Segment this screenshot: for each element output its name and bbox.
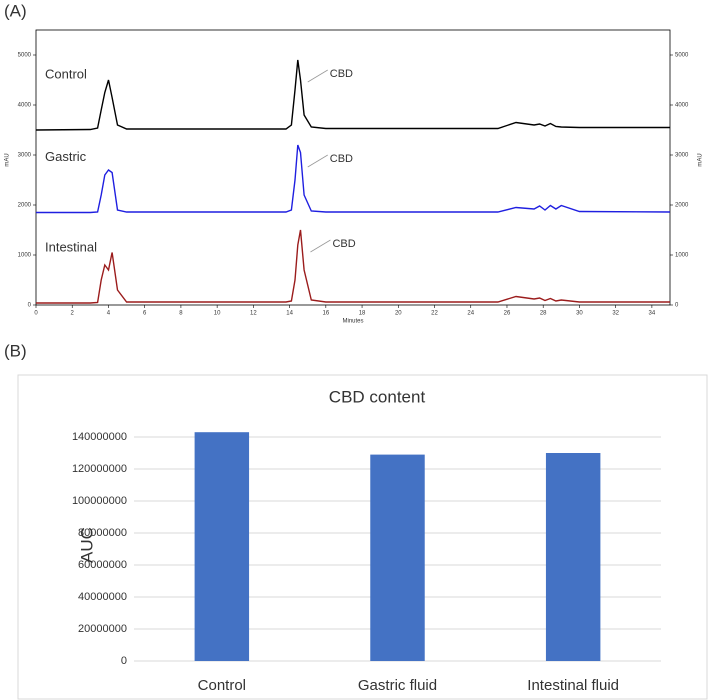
- x-tick-label: Intestinal fluid: [527, 677, 619, 694]
- y-tick-label: 60000000: [78, 559, 127, 571]
- chart-title: CBD content: [329, 387, 426, 406]
- x-tick-label: 10: [214, 311, 221, 317]
- y-tick-label: 100000000: [72, 495, 127, 507]
- x-tick-label: 16: [322, 311, 329, 317]
- annotation-arrow: [307, 69, 328, 83]
- y-tick-label: 5000: [18, 53, 32, 59]
- trace-label: Intestinal: [45, 239, 97, 254]
- x-tick-label: 22: [431, 311, 438, 317]
- y-axis-label: AUC: [77, 527, 96, 563]
- y-tick-label: 3000: [18, 153, 32, 159]
- x-tick-label: 14: [286, 311, 293, 317]
- y-tick-label: 80000000: [78, 527, 127, 539]
- bar: [194, 432, 250, 661]
- annotation: CBD: [330, 68, 353, 80]
- y-axis-label: mAU: [5, 153, 11, 166]
- y-tick-label: 120000000: [72, 463, 127, 475]
- y-tick-label: 20000000: [78, 623, 127, 635]
- annotation: CBD: [332, 238, 355, 250]
- x-tick-label: 8: [179, 311, 183, 317]
- bar: [370, 454, 425, 661]
- x-tick-label: 18: [359, 311, 366, 317]
- y-tick-label-right: 5000: [675, 53, 689, 59]
- trace-label: Control: [45, 66, 87, 81]
- x-tick-label: 2: [71, 311, 75, 317]
- annotation-arrow: [307, 154, 328, 168]
- x-tick-label: 24: [467, 311, 474, 317]
- annotation: CBD: [330, 153, 353, 165]
- bar: [545, 453, 601, 661]
- x-tick-label: 4: [107, 311, 111, 317]
- panel-b-frame: [17, 374, 708, 700]
- annotation-arrow: [310, 239, 331, 253]
- y-tick-label: 1000: [18, 253, 32, 259]
- trace: [35, 59, 670, 131]
- y-tick-label-right: 0: [675, 303, 679, 309]
- plot-frame: [35, 29, 671, 306]
- y-tick-label-right: 2000: [675, 203, 689, 209]
- y-tick-label-right: 1000: [675, 253, 689, 259]
- y-tick-label: 2000: [18, 203, 32, 209]
- x-tick-label: Control: [198, 677, 246, 694]
- y-tick-label: 0: [121, 655, 127, 667]
- panel-label: (B): [4, 341, 27, 360]
- x-tick-label: 26: [504, 311, 511, 317]
- x-tick-label: 12: [250, 311, 257, 317]
- y-tick-label: 4000: [18, 103, 32, 109]
- x-tick-label: Gastric fluid: [358, 677, 437, 694]
- x-tick-label: 32: [612, 311, 619, 317]
- x-tick-label: 30: [576, 311, 583, 317]
- y-axis-label-right: mAU: [698, 153, 704, 166]
- x-tick-label: 34: [649, 311, 656, 317]
- y-tick-label: 140000000: [72, 431, 127, 443]
- y-tick-label: 40000000: [78, 591, 127, 603]
- x-tick-label: 20: [395, 311, 402, 317]
- x-tick-label: 0: [34, 311, 38, 317]
- x-tick-label: 6: [143, 311, 147, 317]
- y-tick-label: 0: [28, 303, 32, 309]
- trace: [36, 229, 670, 304]
- x-tick-label: 28: [540, 311, 547, 317]
- y-tick-label-right: 3000: [675, 153, 689, 159]
- trace-label: Gastric: [45, 149, 87, 164]
- panel-label: (A): [4, 1, 27, 20]
- x-axis-label: Minutes: [342, 319, 363, 325]
- trace: [36, 144, 671, 214]
- y-tick-label-right: 4000: [675, 103, 689, 109]
